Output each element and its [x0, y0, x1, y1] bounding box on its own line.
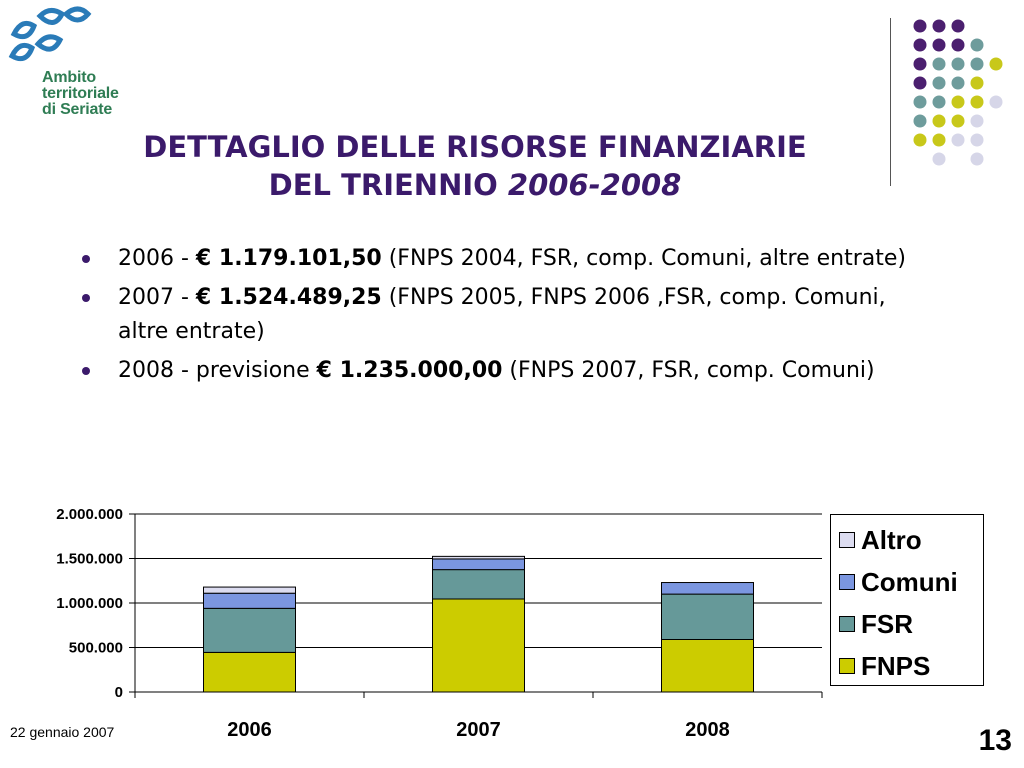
y-tick-label: 1.000.000: [56, 595, 123, 612]
logo-line-1: Ambito: [42, 69, 96, 86]
title-years: 2006-2008: [507, 168, 682, 202]
legend-label: Altro: [861, 524, 922, 555]
x-category-label: 2008: [685, 719, 730, 741]
decorative-dot: [913, 76, 927, 90]
decorative-dot: [951, 19, 965, 33]
y-tick-label: 500.000: [69, 640, 123, 657]
stacked-bar-chart: 0 500.000 1.000.000 1.500.000 2.000.000 2006 2…: [56, 506, 823, 741]
x-category-label: 2006: [227, 719, 272, 741]
decorative-dot: [932, 95, 946, 109]
decorative-dot: [951, 133, 965, 147]
legend-swatch: [839, 574, 855, 590]
bullet-amount: € 1.524.489,25: [195, 285, 382, 310]
decorative-dot: [932, 19, 946, 33]
logo-line-2: territoriale: [42, 85, 119, 102]
bullet-item-2007: 2007 - € 1.524.489,25 (FNPS 2005, FNPS 2…: [80, 281, 920, 349]
bullet-year: 2008 -: [118, 358, 196, 383]
logo-wordmark: Ambito territoriale di Seriate: [42, 70, 119, 118]
bullet-detail: (FNPS 2005, FNPS 2006 ,FSR, comp. Comuni…: [118, 285, 886, 344]
decorative-dot: [951, 114, 965, 128]
decorative-dot: [913, 114, 927, 128]
bar-segment-comuni-2007: [432, 558, 525, 571]
legend-item-comuni: Comuni: [839, 567, 958, 597]
bar-segment-fsr-2007: [432, 569, 525, 600]
bar-segment-fsr-2006: [203, 607, 296, 653]
legend-item-altro: Altro: [839, 525, 922, 555]
bullet-item-2006: 2006 - € 1.179.101,50 (FNPS 2004, FSR, c…: [80, 242, 920, 276]
chart-legend: Altro Comuni FSR FNPS: [830, 514, 984, 686]
bar-segment-fsr-2008: [661, 593, 754, 640]
decorative-dot: [951, 38, 965, 52]
decorative-dot: [970, 152, 984, 166]
footer-date: 22 gennaio 2007: [10, 724, 115, 740]
title-line-2: DEL TRIENNIO 2006-2008: [40, 166, 910, 204]
decorative-dot: [932, 38, 946, 52]
bullet-year: 2007 -: [118, 285, 196, 310]
title-line-1: DETTAGLIO DELLE RISORSE FINANZIARIE: [143, 130, 807, 164]
bullet-detail: (FNPS 2007, FSR, comp. Comuni): [502, 358, 875, 383]
y-tick-label: 2.000.000: [56, 506, 123, 523]
decorative-dot: [970, 114, 984, 128]
bullet-detail: (FNPS 2004, FSR, comp. Comuni, altre ent…: [381, 246, 906, 271]
decorative-dot: [970, 38, 984, 52]
decorative-dot: [932, 57, 946, 71]
y-tick-label: 0: [115, 684, 123, 701]
bullet-amount: € 1.179.101,50: [195, 246, 382, 271]
decorative-dot: [932, 133, 946, 147]
y-tick-label: 1.500.000: [56, 551, 123, 568]
decorative-dot: [932, 114, 946, 128]
logo: Ambito territoriale di Seriate: [4, 4, 154, 120]
decorative-dot: [913, 95, 927, 109]
decorative-dot: [970, 133, 984, 147]
decorative-dot-grid: [913, 19, 1003, 166]
legend-swatch: [839, 532, 855, 548]
bar-segment-altro-2006: [203, 586, 296, 594]
decorative-dot: [913, 38, 927, 52]
slide-title: DETTAGLIO DELLE RISORSE FINANZIARIE DEL …: [40, 128, 910, 204]
legend-swatch: [839, 616, 855, 632]
decorative-dot: [932, 152, 946, 166]
decorative-divider: [890, 18, 891, 186]
bar-segment-comuni-2008: [661, 582, 754, 595]
legend-item-fnps: FNPS: [839, 651, 930, 681]
bar-segment-fnps-2008: [661, 638, 754, 693]
bullet-year: 2006 -: [118, 246, 196, 271]
legend-label: FNPS: [861, 650, 931, 681]
decorative-dot: [932, 76, 946, 90]
decorative-dot: [913, 19, 927, 33]
x-category-label: 2007: [456, 719, 501, 741]
decorative-dot: [951, 76, 965, 90]
bar-segment-fnps-2006: [203, 651, 296, 693]
legend-swatch: [839, 658, 855, 674]
bar-segment-comuni-2006: [203, 592, 296, 609]
legend-item-fsr: FSR: [839, 609, 913, 639]
bullet-prefix: previsione: [195, 358, 317, 383]
bullet-list: 2006 - € 1.179.101,50 (FNPS 2004, FSR, c…: [80, 242, 920, 393]
title-line-2-prefix: DEL TRIENNIO: [268, 168, 508, 202]
logo-mark-icon: [8, 6, 92, 62]
bar-segment-altro-2007: [432, 555, 525, 560]
bullet-item-2008: 2008 - previsione € 1.235.000,00 (FNPS 2…: [80, 354, 920, 388]
logo-line-3: di Seriate: [42, 101, 113, 118]
page-number: 13: [978, 724, 1012, 757]
legend-label: Comuni: [861, 566, 958, 597]
decorative-dot: [989, 57, 1003, 71]
decorative-dot: [913, 133, 927, 147]
legend-label: FSR: [861, 608, 913, 639]
decorative-dot: [913, 57, 927, 71]
decorative-dot: [951, 95, 965, 109]
bullet-amount: € 1.235.000,00: [316, 358, 503, 383]
decorative-dot: [951, 57, 965, 71]
bar-segment-fnps-2007: [432, 598, 525, 693]
decorative-dot: [970, 57, 984, 71]
decorative-dot: [970, 76, 984, 90]
decorative-dot: [970, 95, 984, 109]
decorative-dot: [989, 95, 1003, 109]
